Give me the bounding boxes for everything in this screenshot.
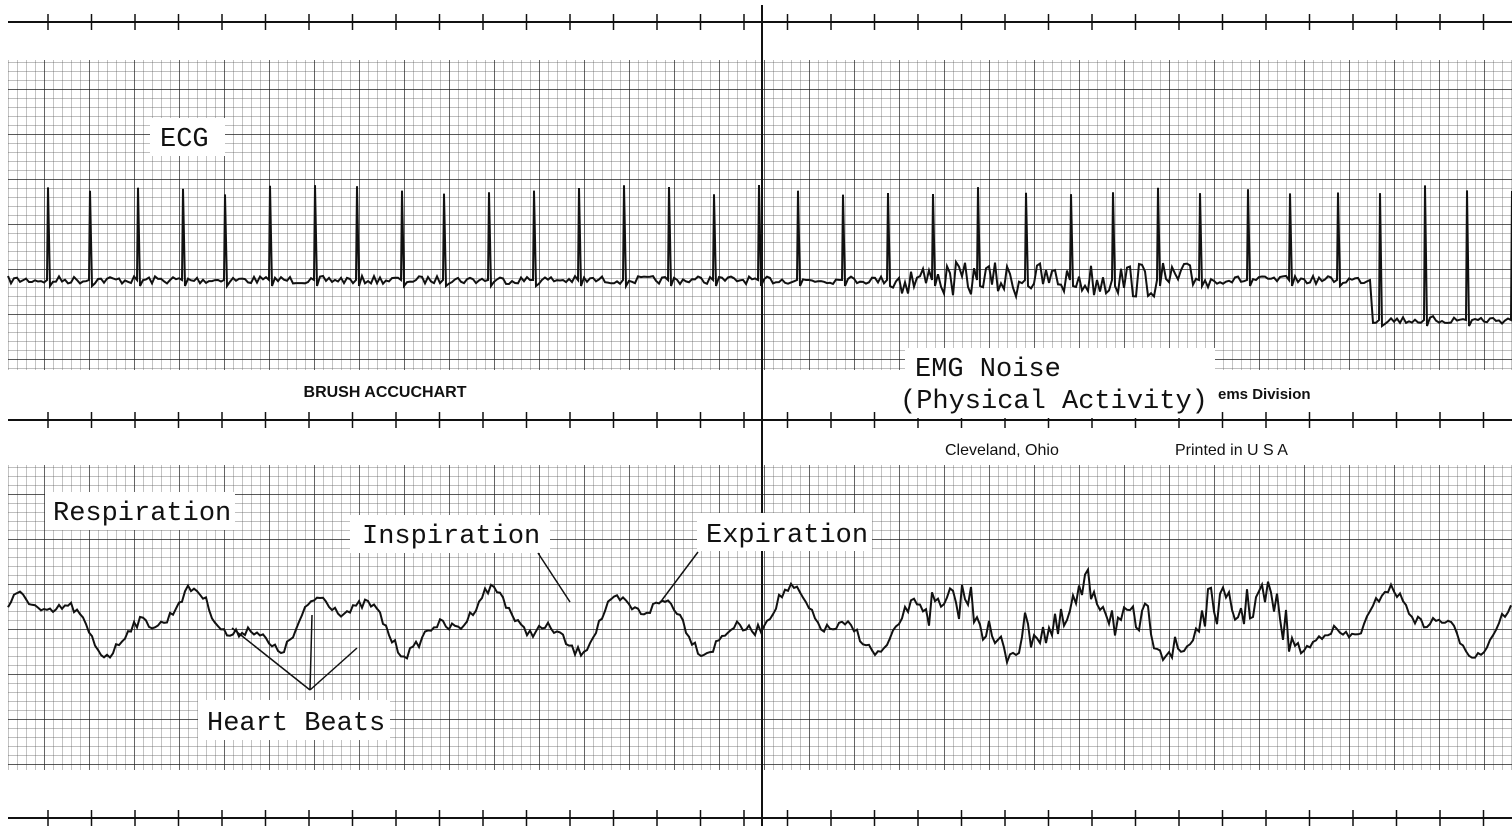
city-text: Cleveland, Ohio [945,442,1059,459]
label-box [45,492,235,530]
label-box [150,118,225,156]
pointer [309,614,313,691]
respiration-trace [7,566,1512,666]
expiration-label: Expiration [706,521,868,551]
label-box [697,513,872,551]
pointer [661,551,699,601]
brand-text: BRUSH ACCUCHART [304,384,467,401]
tick-lines [8,14,1512,826]
pointer-lines [231,551,699,691]
noise-label: EMG Noise [915,355,1061,385]
label-box [350,515,550,553]
label-box [905,348,1215,418]
ecg-trace [7,184,1512,328]
label-box [198,700,390,740]
grid-paper [8,60,1512,770]
respiration-label: Respiration [53,499,231,529]
noise-label: (Physical Activity) [900,387,1208,417]
ecg-label: ECG [160,125,209,155]
inspiration-label: Inspiration [362,522,540,552]
heart-beats-label: Heart Beats [207,709,385,739]
division-text: ems Division [1218,386,1311,403]
pointer [309,647,358,691]
pointer [231,627,311,691]
pointer [537,552,571,603]
printed-text: Printed in U S A [1175,442,1288,459]
